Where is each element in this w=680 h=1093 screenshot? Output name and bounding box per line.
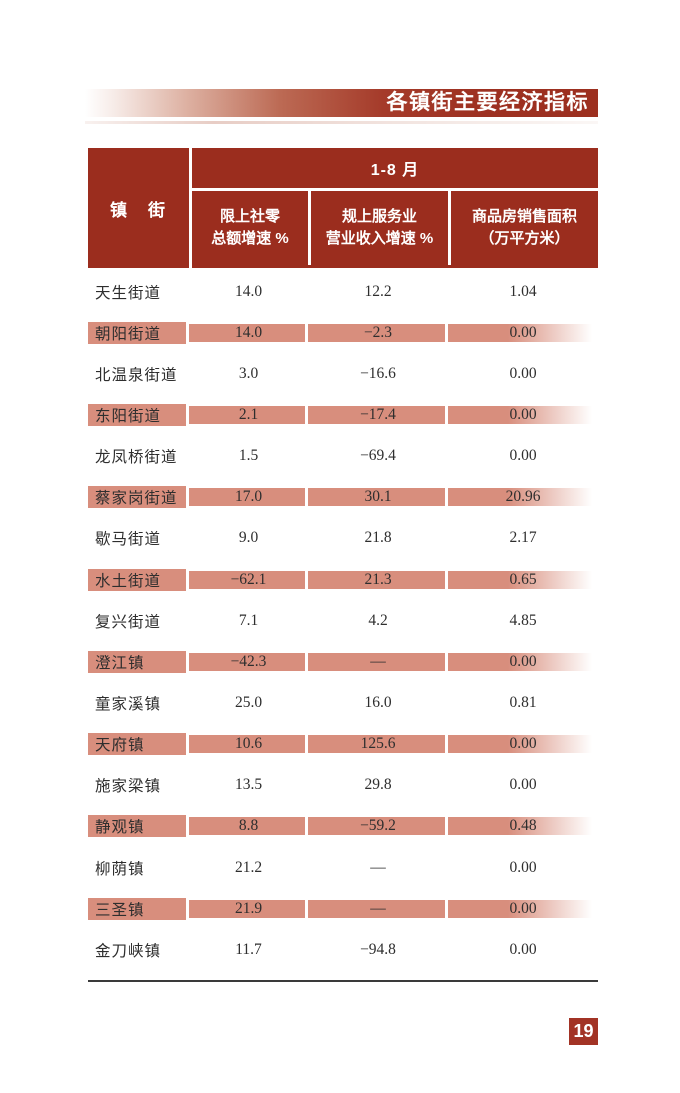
town-name-cell: 金刀峡镇	[95, 942, 162, 960]
town-name-cell: 北温泉街道	[95, 366, 178, 384]
service-growth-cell: —	[370, 858, 386, 876]
service-growth-cell: −69.4	[360, 447, 396, 465]
table-row: 三圣镇 21.9 — 0.00	[88, 888, 598, 929]
table-row: 天生街道 14.0 12.2 1.04	[88, 271, 598, 312]
housing-area-cell: 0.65	[448, 570, 598, 589]
housing-area-cell: 0.00	[509, 364, 537, 382]
header-period: 1-8 月	[370, 162, 420, 179]
table-row: 柳荫镇 21.2 — 0.00	[88, 847, 598, 888]
housing-area-cell: 20.96	[448, 488, 598, 507]
retail-growth-cell: 9.0	[238, 529, 259, 547]
town-name-cell: 朝阳街道	[88, 321, 189, 344]
housing-area-cell: 4.85	[509, 611, 537, 629]
retail-growth-cell: 25.0	[234, 693, 263, 711]
town-name-cell: 柳荫镇	[95, 860, 145, 878]
table-row: 金刀峡镇 11.7 −94.8 0.00	[88, 929, 598, 970]
table-row: 歇马街道 9.0 21.8 2.17	[88, 518, 598, 559]
housing-area-cell: 0.81	[509, 693, 537, 711]
town-name-cell: 天生街道	[95, 284, 162, 302]
service-growth-cell: −2.3	[308, 323, 448, 342]
table-row: 静观镇 8.8 −59.2 0.48	[88, 806, 598, 847]
retail-growth-cell: 21.2	[234, 858, 263, 876]
table-row: 北温泉街道 3.0 −16.6 0.00	[88, 353, 598, 394]
housing-area-cell: 0.00	[509, 858, 537, 876]
housing-area-cell: 0.00	[448, 652, 598, 671]
housing-area-cell: 0.00	[448, 405, 598, 424]
housing-area-cell: 0.00	[448, 735, 598, 754]
retail-growth-cell: 21.9	[189, 899, 308, 918]
service-growth-cell: 12.2	[364, 282, 392, 300]
service-growth-cell: —	[308, 652, 448, 671]
town-name-cell: 东阳街道	[88, 403, 189, 426]
retail-growth-cell: 10.6	[189, 735, 308, 754]
service-growth-cell: 30.1	[308, 488, 448, 507]
housing-area-cell: 0.00	[509, 776, 537, 794]
town-name-cell: 水土街道	[88, 568, 189, 591]
table-row: 蔡家岗街道 17.0 30.1 20.96	[88, 477, 598, 518]
table-row: 东阳街道 2.1 −17.4 0.00	[88, 394, 598, 435]
town-name-cell: 澄江镇	[88, 650, 189, 673]
header-retail-growth: 限上社零 总额增速 %	[211, 207, 289, 248]
table-row: 龙凤桥街道 1.5 −69.4 0.00	[88, 436, 598, 477]
housing-area-cell: 1.04	[509, 282, 537, 300]
page-title: 各镇街主要经济指标	[386, 91, 589, 114]
title-underline	[85, 121, 598, 124]
retail-growth-cell: −42.3	[189, 652, 308, 671]
town-name-cell: 三圣镇	[88, 897, 189, 920]
header-town-street: 镇 街	[110, 200, 167, 220]
retail-growth-cell: 1.5	[238, 447, 259, 465]
page-number-badge: 19	[569, 1018, 598, 1045]
service-growth-cell: −16.6	[360, 364, 396, 382]
housing-area-cell: 0.00	[509, 940, 537, 958]
housing-area-cell: 0.00	[509, 447, 537, 465]
service-growth-cell: −94.8	[360, 940, 396, 958]
retail-growth-cell: 14.0	[189, 323, 308, 342]
housing-area-cell: 0.48	[448, 817, 598, 836]
service-growth-cell: —	[308, 899, 448, 918]
header-subrow: 限上社零 总额增速 % 规上服务业 营业收入增速 % 商品房销售面积 （万平方米…	[192, 188, 598, 265]
retail-growth-cell: 2.1	[189, 405, 308, 424]
table-row: 水土街道 −62.1 21.3 0.65	[88, 559, 598, 600]
table-row: 天府镇 10.6 125.6 0.00	[88, 724, 598, 765]
town-name-cell: 施家梁镇	[95, 778, 162, 796]
housing-area-cell: 2.17	[509, 529, 537, 547]
table-row: 朝阳街道 14.0 −2.3 0.00	[88, 312, 598, 353]
town-name-cell: 龙凤桥街道	[95, 449, 178, 467]
table-row: 澄江镇 −42.3 — 0.00	[88, 641, 598, 682]
town-name-cell: 童家溪镇	[95, 695, 162, 713]
retail-growth-cell: 17.0	[189, 488, 308, 507]
service-growth-cell: −59.2	[308, 817, 448, 836]
table-row: 童家溪镇 25.0 16.0 0.81	[88, 682, 598, 723]
header-right-group: 1-8 月 限上社零 总额增速 % 规上服务业 营业收入增速 % 商品房销售面积…	[189, 148, 598, 268]
housing-area-cell: 0.00	[448, 899, 598, 918]
table-header: 镇 街 1-8 月 限上社零 总额增速 % 规上服务业 营业收入增速 % 商品房…	[88, 148, 598, 268]
retail-growth-cell: −62.1	[189, 570, 308, 589]
page-title-bar: 各镇街主要经济指标	[85, 89, 598, 117]
housing-area-cell: 0.00	[448, 323, 598, 342]
service-growth-cell: −17.4	[308, 405, 448, 424]
service-growth-cell: 21.3	[308, 570, 448, 589]
header-service-revenue-growth: 规上服务业 营业收入增速 %	[308, 191, 448, 265]
service-growth-cell: 125.6	[308, 735, 448, 754]
economic-indicators-table: 镇 街 1-8 月 限上社零 总额增速 % 规上服务业 营业收入增速 % 商品房…	[88, 148, 598, 983]
table-body: 天生街道 14.0 12.2 1.04 朝阳街道 14.0 −2.3 0.00 …	[88, 268, 598, 983]
retail-growth-cell: 13.5	[234, 776, 263, 794]
retail-growth-cell: 3.0	[238, 364, 259, 382]
retail-growth-cell: 7.1	[238, 611, 259, 629]
service-growth-cell: 21.8	[364, 529, 392, 547]
town-name-cell: 天府镇	[88, 733, 189, 756]
town-name-cell: 静观镇	[88, 815, 189, 838]
retail-growth-cell: 8.8	[189, 817, 308, 836]
service-growth-cell: 4.2	[368, 611, 388, 629]
town-name-cell: 复兴街道	[95, 613, 162, 631]
table-row: 施家梁镇 13.5 29.8 0.00	[88, 765, 598, 806]
retail-growth-cell: 14.0	[234, 282, 263, 300]
town-name-cell: 蔡家岗街道	[88, 486, 189, 509]
header-housing-sales-area: 商品房销售面积 （万平方米）	[448, 191, 598, 265]
service-growth-cell: 16.0	[364, 693, 392, 711]
service-growth-cell: 29.8	[364, 776, 392, 794]
town-name-cell: 歇马街道	[95, 531, 162, 549]
table-row: 复兴街道 7.1 4.2 4.85	[88, 600, 598, 641]
retail-growth-cell: 11.7	[235, 940, 262, 958]
